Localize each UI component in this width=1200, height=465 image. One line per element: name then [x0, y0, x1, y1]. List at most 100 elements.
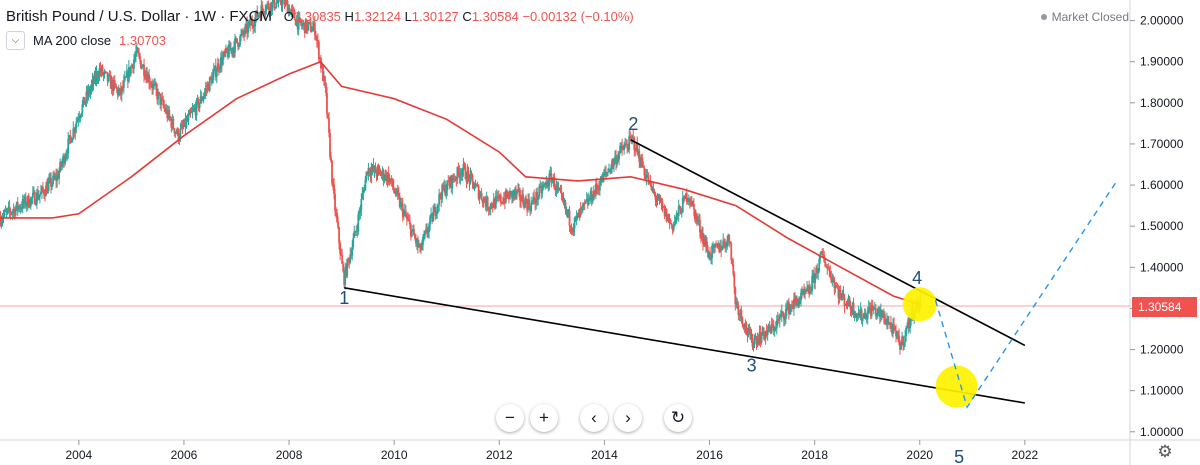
scroll-back-button[interactable]: ‹ — [580, 404, 608, 432]
candle-body — [868, 307, 871, 309]
candle-body — [546, 181, 549, 187]
candle-body — [254, 17, 257, 27]
candle-body — [669, 219, 672, 224]
gear-icon[interactable]: ⚙ — [1157, 442, 1173, 461]
candle-body — [498, 195, 501, 199]
candle-body — [264, 11, 267, 14]
candle-body — [793, 298, 795, 310]
candle-body — [213, 65, 216, 70]
candle-body — [211, 74, 214, 84]
candle-body — [749, 332, 752, 340]
candle-body — [411, 228, 414, 231]
candle-body — [837, 288, 840, 298]
candle-body — [146, 74, 148, 82]
candle-body — [613, 160, 615, 166]
zoom-out-button[interactable]: − — [496, 404, 524, 432]
candle-body — [142, 64, 144, 68]
candle-body — [138, 52, 140, 56]
candle-body — [23, 196, 26, 204]
candle-body — [734, 287, 737, 305]
candle-body — [75, 122, 78, 128]
candle-body — [96, 72, 99, 79]
candle-body — [708, 252, 710, 258]
candle-body — [136, 48, 138, 53]
candle-body — [703, 238, 705, 244]
candle-body — [152, 84, 155, 89]
candle-body — [623, 146, 626, 150]
candle-body — [536, 191, 539, 200]
candle-body — [877, 308, 880, 310]
candle-body — [842, 293, 845, 298]
candle-body — [248, 20, 251, 25]
candle-body — [527, 199, 530, 210]
candle-body — [520, 200, 522, 202]
candle-body — [465, 178, 468, 182]
candle-body — [589, 190, 592, 200]
candle-body — [342, 263, 345, 272]
candle-body — [95, 72, 98, 81]
candle-body — [438, 194, 441, 205]
candle-body — [375, 173, 378, 177]
candle-body — [676, 212, 679, 216]
candle-body — [532, 196, 535, 202]
candle-body — [878, 308, 881, 317]
reset-chart-button[interactable]: ↻ — [664, 404, 692, 432]
candle-body — [366, 171, 369, 175]
last-price-tag: 1.30584 — [1132, 297, 1197, 317]
candle-body — [489, 203, 492, 210]
candle-body — [561, 193, 564, 199]
candle-body — [184, 118, 187, 128]
candle-body — [409, 224, 412, 237]
candle-body — [795, 297, 797, 302]
candle-body — [502, 198, 505, 204]
candle-body — [212, 69, 215, 75]
candle-body — [404, 210, 407, 217]
candle-body — [269, 2, 272, 13]
candle-body — [118, 88, 121, 91]
candle-body — [422, 236, 424, 245]
candle-body — [781, 311, 784, 314]
candle-body — [90, 84, 93, 90]
candle-body — [764, 331, 767, 340]
candle-body — [497, 196, 500, 199]
candle-body — [18, 206, 21, 210]
candle-body — [682, 196, 685, 198]
candle-body — [448, 182, 451, 186]
candle-body — [356, 230, 359, 232]
candle-body — [84, 101, 87, 105]
candle-body — [719, 245, 722, 252]
zoom-in-button[interactable]: + — [530, 404, 558, 432]
chevron-down-icon[interactable]: ⌵ — [6, 31, 25, 50]
candle-body — [495, 196, 498, 198]
candle-body — [214, 65, 217, 78]
candle-body — [39, 194, 41, 197]
candle-body — [491, 206, 494, 208]
chart-toolbar: − + ‹ › ↻ — [496, 404, 692, 432]
candle-body — [732, 264, 735, 275]
candle-body — [382, 170, 385, 181]
scroll-forward-button[interactable]: › — [614, 404, 642, 432]
candle-body — [238, 45, 240, 47]
candle-body — [773, 327, 776, 331]
candle-body — [431, 213, 433, 222]
ohlc-readout: O1.30835 H1.32124 L1.30127 C1.30584 −0.0… — [283, 9, 634, 24]
ma-label[interactable]: MA 200 close — [33, 33, 112, 48]
candle-body — [176, 129, 179, 134]
candle-body — [694, 213, 697, 220]
candle-body — [472, 181, 475, 189]
candle-body — [701, 233, 703, 237]
candle-body — [153, 84, 156, 86]
candle-body — [702, 233, 704, 244]
candle-body — [69, 135, 72, 138]
candle-body — [621, 145, 624, 150]
candle-body — [12, 208, 15, 212]
candle-body — [767, 324, 770, 331]
candle-body — [312, 22, 315, 28]
candle-body — [687, 198, 690, 200]
candle-body — [459, 173, 462, 178]
candle-body — [417, 239, 419, 247]
candle-body — [360, 198, 363, 210]
candle-body — [895, 330, 897, 337]
candle-body — [38, 196, 40, 200]
